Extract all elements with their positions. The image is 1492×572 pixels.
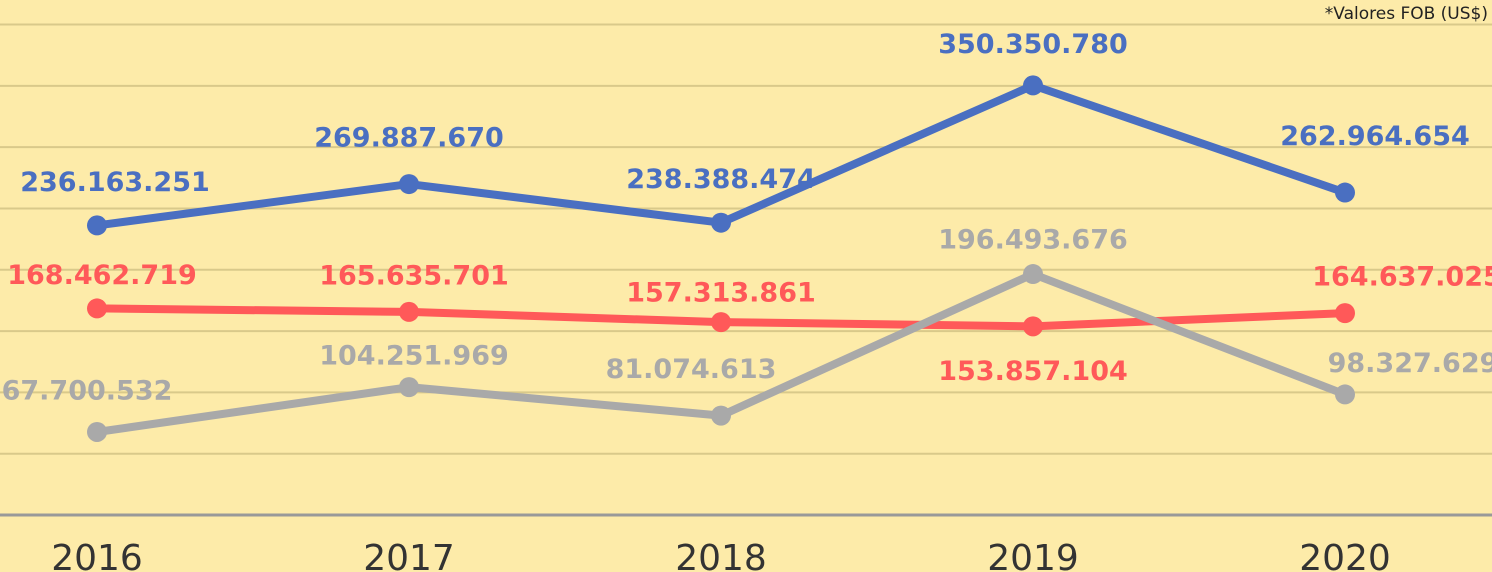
data-point	[87, 298, 107, 319]
data-label: 262.964.654	[1280, 121, 1470, 152]
data-point	[1335, 384, 1355, 405]
x-tick-label: 2020	[1299, 538, 1391, 572]
data-label: 269.887.670	[314, 123, 504, 154]
data-label: 104.251.969	[319, 341, 509, 372]
series-line	[96, 81, 1347, 230]
data-label: 196.493.676	[938, 225, 1128, 256]
data-point	[399, 301, 419, 322]
data-point	[711, 405, 731, 426]
data-label: 238.388.474	[626, 164, 816, 195]
data-point	[1023, 264, 1043, 285]
data-point	[711, 212, 731, 233]
data-point	[87, 421, 107, 442]
data-label: 81.074.613	[606, 354, 777, 385]
data-point	[399, 174, 419, 195]
data-point	[711, 312, 731, 333]
x-tick-label: 2018	[675, 538, 767, 572]
data-label: 236.163.251	[20, 167, 210, 198]
x-tick-label: 2016	[51, 538, 143, 572]
data-point	[1335, 303, 1355, 324]
x-tick-label: 2017	[363, 538, 455, 572]
annotation: *Valores FOB (US$)	[1325, 4, 1488, 24]
data-point	[399, 377, 419, 398]
data-point	[87, 215, 107, 236]
x-tick-label: 2019	[987, 538, 1079, 572]
data-label: 153.857.104	[938, 356, 1128, 387]
data-label: 165.635.701	[319, 260, 509, 291]
data-point	[1023, 75, 1043, 96]
data-point	[1023, 316, 1043, 337]
data-label: 98.327.629	[1328, 348, 1492, 379]
data-label: 168.462.719	[7, 260, 197, 291]
data-label: 157.313.861	[626, 278, 816, 309]
data-label: 67.700.532	[2, 375, 173, 406]
data-label: 350.350.780	[938, 29, 1128, 60]
data-label: 164.637.025	[1312, 262, 1492, 293]
data-point	[1335, 182, 1355, 203]
